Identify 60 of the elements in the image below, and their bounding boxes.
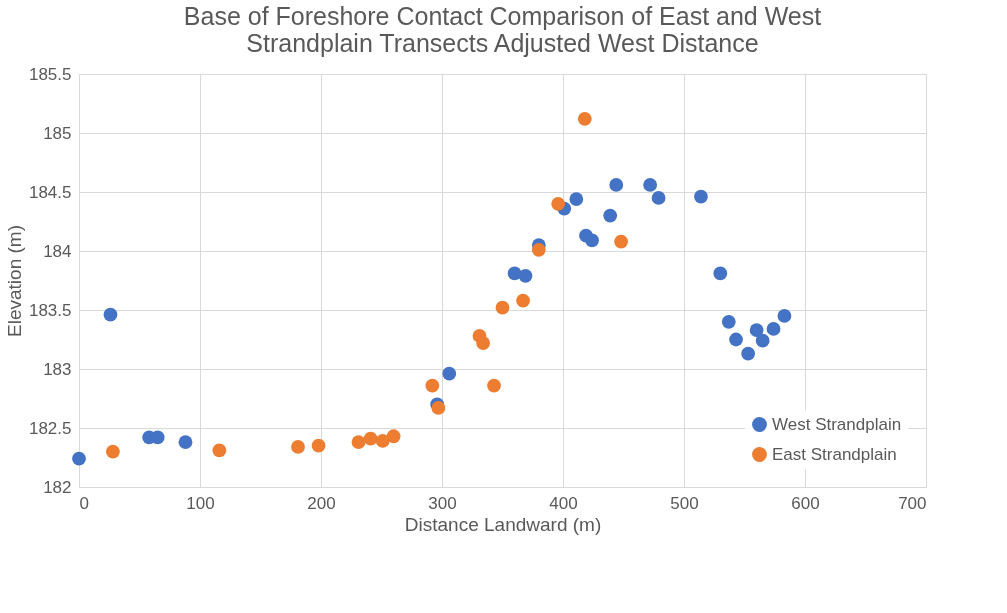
y-tick-label: 182	[43, 477, 72, 497]
point	[585, 233, 599, 248]
y-tick-label: 182.5	[28, 418, 72, 438]
point	[614, 234, 628, 249]
point	[551, 196, 566, 211]
point	[495, 300, 510, 315]
point	[713, 266, 728, 281]
point	[476, 336, 491, 350]
y-tick-label: 183.5	[28, 300, 72, 320]
y-tick-label: 184	[43, 241, 72, 261]
point	[531, 242, 546, 257]
x-tick-label: 600	[791, 493, 820, 513]
legend-label: East Strandplain	[772, 444, 897, 464]
point	[729, 332, 743, 347]
point	[311, 438, 326, 453]
point	[431, 401, 446, 415]
point	[518, 268, 533, 283]
point	[375, 434, 390, 448]
y-tick-label: 183	[43, 359, 72, 379]
y-tick-label: 185	[43, 123, 72, 143]
x-tick-label: 0	[79, 493, 89, 513]
x-tick-label: 400	[549, 493, 578, 513]
point	[749, 323, 764, 337]
text: Base of Foreshore Contact Comparison of East and West	[183, 2, 822, 30]
point	[643, 178, 658, 192]
x-tick-label: 500	[670, 493, 699, 513]
point	[516, 293, 530, 308]
point	[363, 431, 378, 446]
point	[569, 192, 584, 206]
x-tick-label: 700	[898, 493, 927, 513]
point	[694, 189, 708, 204]
point	[577, 111, 592, 126]
point	[103, 307, 118, 322]
point	[351, 435, 366, 450]
y-axis-title: Elevation (m)	[3, 225, 25, 337]
point	[442, 366, 457, 381]
point	[291, 440, 305, 454]
point	[766, 322, 781, 336]
y-tick-label: 185.5	[28, 64, 72, 84]
point	[178, 435, 193, 450]
y-tick-label: 184.5	[28, 182, 72, 202]
point	[425, 378, 440, 393]
point	[105, 444, 120, 459]
point	[721, 314, 736, 329]
x-tick-label: 100	[186, 493, 215, 513]
text: Strandplain Transects Adjusted West Distance	[246, 29, 759, 57]
point	[651, 191, 666, 205]
x-axis-title: Distance Landward (m)	[404, 513, 602, 535]
point	[741, 346, 756, 361]
legend-label: West Strandplain	[772, 414, 902, 434]
point	[777, 309, 792, 323]
point	[487, 378, 501, 393]
point	[755, 333, 770, 348]
point	[72, 451, 86, 466]
x-tick-label: 300	[428, 493, 457, 513]
point	[386, 429, 401, 444]
point	[609, 178, 624, 192]
point	[603, 208, 618, 223]
point	[212, 443, 227, 458]
x-tick-label: 200	[307, 493, 336, 513]
